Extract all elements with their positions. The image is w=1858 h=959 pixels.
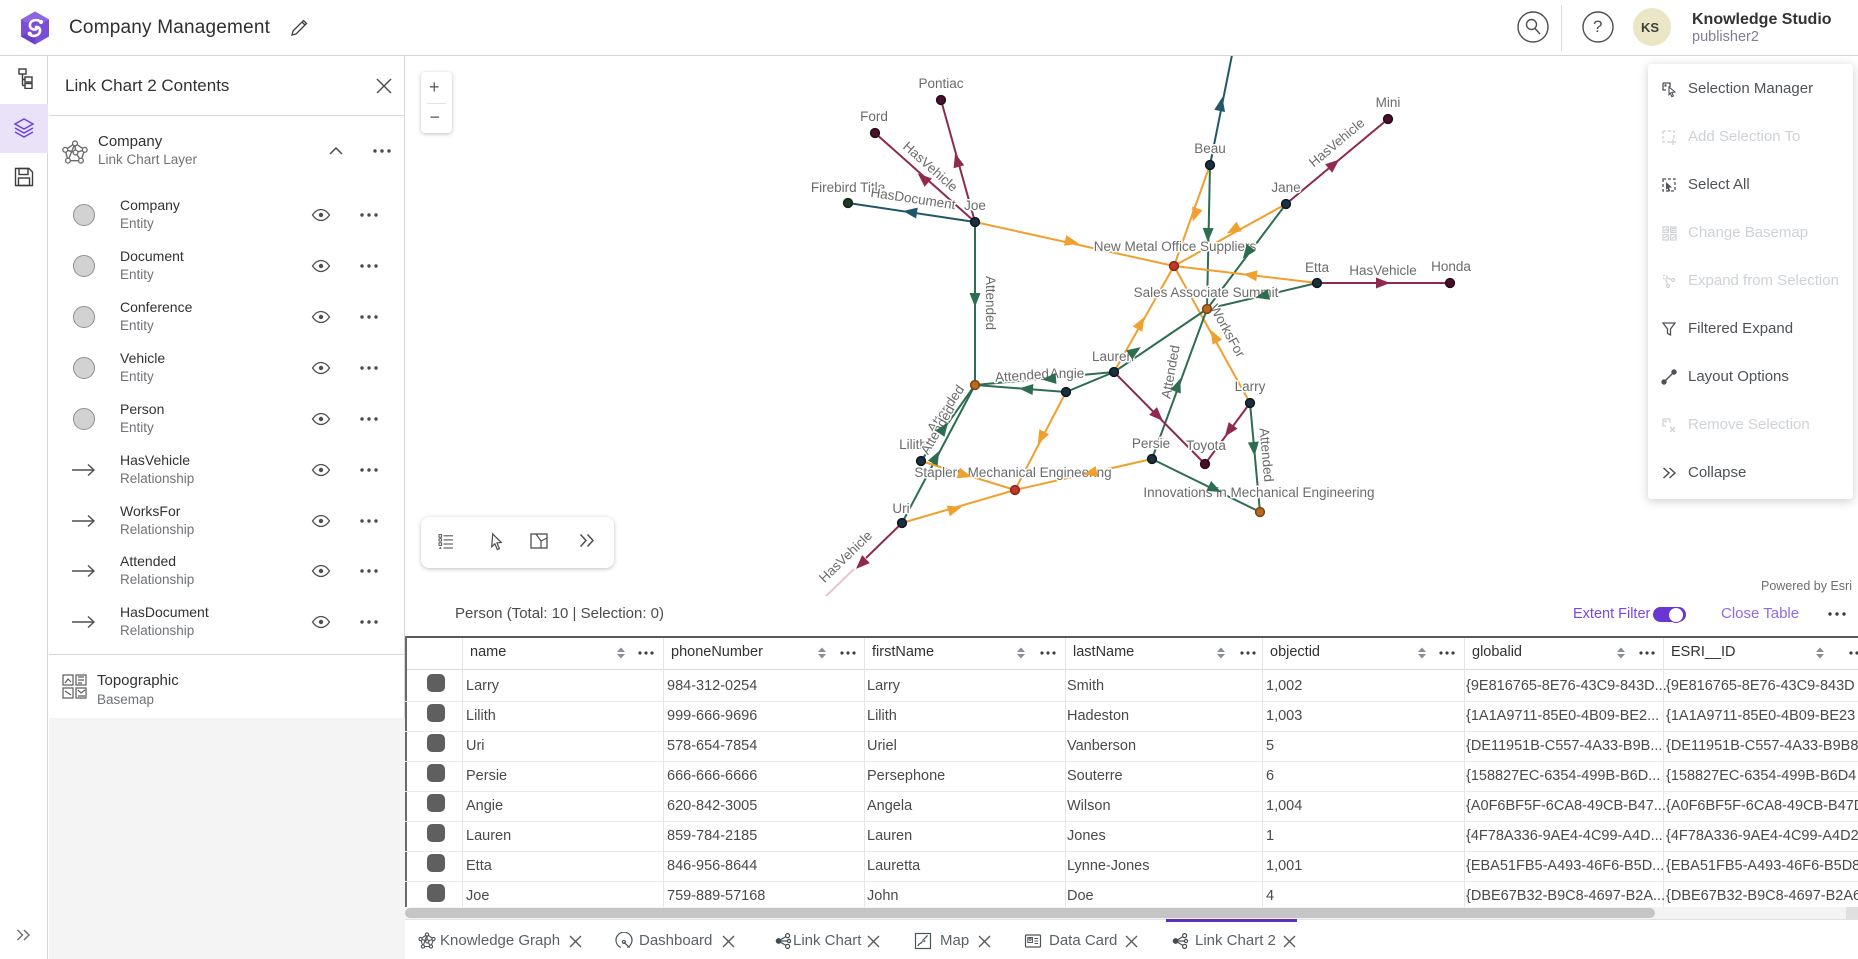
svg-text:Staplers Mechanical Engineerin: Staplers Mechanical Engineering: [914, 465, 1111, 480]
svg-text:HasVehicle: HasVehicle: [900, 139, 960, 195]
svg-text:Mini: Mini: [1376, 95, 1401, 110]
svg-text:Sales Associate Summit: Sales Associate Summit: [1134, 285, 1279, 300]
svg-text:Firebird Title: Firebird Title: [811, 180, 885, 195]
svg-text:Angie: Angie: [1050, 366, 1085, 381]
svg-text:Attended: Attended: [983, 276, 998, 330]
svg-text:Lauren: Lauren: [1092, 349, 1134, 364]
svg-text:Etta: Etta: [1305, 260, 1330, 275]
svg-text:Innovations in Mechanical Engi: Innovations in Mechanical Engineering: [1143, 485, 1374, 500]
svg-text:Ford: Ford: [860, 109, 888, 124]
svg-text:Joe: Joe: [964, 198, 986, 213]
svg-text:WorksFor: WorksFor: [1207, 302, 1249, 361]
svg-text:Beau: Beau: [1194, 141, 1226, 156]
svg-text:Attended: Attended: [994, 366, 1049, 385]
svg-text:New Metal Office Suppliers: New Metal Office Suppliers: [1094, 239, 1257, 254]
svg-text:Uri: Uri: [892, 501, 909, 516]
svg-text:Attended: Attended: [1257, 427, 1277, 482]
svg-text:Persie: Persie: [1132, 436, 1170, 451]
svg-text:Larry: Larry: [1235, 379, 1266, 394]
svg-text:Toyota: Toyota: [1186, 438, 1226, 453]
svg-text:HasVehicle: HasVehicle: [1349, 263, 1417, 278]
svg-text:Lilith: Lilith: [899, 437, 927, 452]
svg-text:Pontiac: Pontiac: [918, 76, 963, 91]
svg-text:Jane: Jane: [1271, 180, 1300, 195]
svg-text:Honda: Honda: [1431, 259, 1471, 274]
